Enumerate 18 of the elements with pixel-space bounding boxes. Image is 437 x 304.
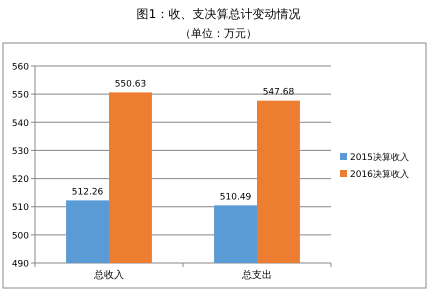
legend-label: 2016决算收入: [350, 169, 409, 180]
y-tick-label: 540: [12, 118, 30, 129]
y-tick-label: 490: [12, 260, 30, 270]
x-tick-label: 总支出: [241, 269, 272, 281]
y-tick-label: 530: [12, 146, 30, 157]
legend-label: 2015决算收入: [350, 152, 409, 163]
y-tick-label: 560: [12, 62, 30, 72]
y-tick-label: 510: [12, 203, 30, 214]
subtitle: （单位：万元）: [180, 27, 257, 40]
data-label: 510.49: [220, 192, 252, 202]
y-tick-label: 520: [12, 175, 30, 186]
x-tick-label: 总收入: [93, 269, 124, 281]
title: 图1：收、支决算总计变动情况: [136, 7, 300, 21]
data-label: 550.63: [114, 79, 146, 90]
y-tick-label: 550: [12, 90, 30, 101]
y-tick-label: 500: [12, 231, 30, 242]
data-label: 547.68: [262, 88, 294, 98]
data-label: 512.26: [72, 187, 104, 198]
